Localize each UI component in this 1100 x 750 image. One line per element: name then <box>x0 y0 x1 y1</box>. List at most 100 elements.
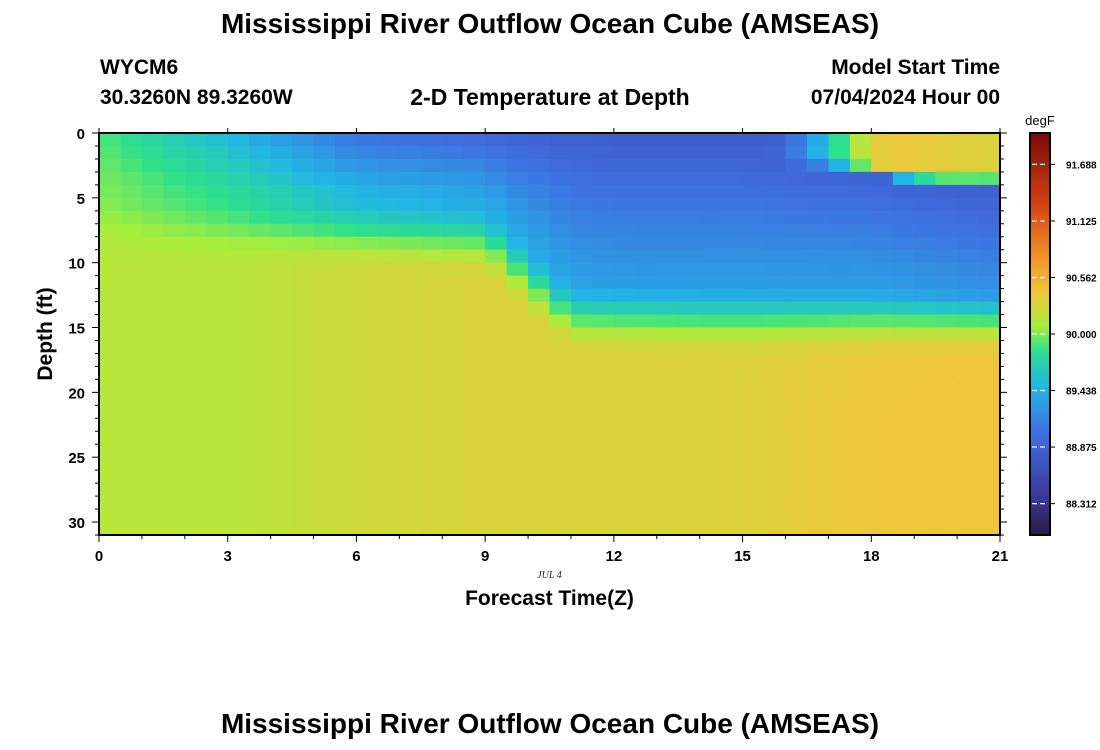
x-axis: 0 3 6 9 12 15 18 21 <box>95 128 1008 565</box>
heatmap-cell <box>978 171 1001 186</box>
heatmap-cell <box>785 522 808 536</box>
heatmap-cell <box>635 171 658 186</box>
heatmap-cell <box>420 236 443 251</box>
heatmap-cell <box>957 431 980 445</box>
heatmap-cell <box>292 249 315 264</box>
heatmap-cell <box>270 223 293 238</box>
heatmap-cell <box>442 405 465 419</box>
heatmap-cell <box>613 470 636 484</box>
heatmap-cell <box>806 197 829 212</box>
heatmap-cell <box>742 249 765 264</box>
heatmap-cell <box>377 249 400 264</box>
colorbar-tick-label: 91.688 <box>1066 160 1097 171</box>
heatmap-cell <box>764 158 787 173</box>
heatmap-cell <box>227 171 250 186</box>
heatmap-cell <box>313 275 336 290</box>
heatmap-cell <box>420 262 443 277</box>
heatmap-cell <box>249 444 272 458</box>
heatmap-cell <box>227 223 250 238</box>
heatmap-cell <box>99 210 122 225</box>
heatmap-cell <box>957 197 980 212</box>
heatmap-cell <box>892 223 915 238</box>
heatmap-cell <box>828 392 851 406</box>
heatmap-cell <box>356 379 379 393</box>
heatmap-cell <box>678 249 701 264</box>
heatmap-cell <box>914 483 937 497</box>
heatmap-cell <box>442 301 465 316</box>
heatmap-cell <box>249 405 272 419</box>
heatmap-cell <box>141 223 164 238</box>
heatmap-cell <box>399 249 422 264</box>
heatmap-cell <box>485 133 508 147</box>
heatmap-cell <box>613 133 636 147</box>
heatmap-cell <box>935 353 958 368</box>
heatmap-cell <box>99 236 122 251</box>
heatmap-cell <box>764 197 787 212</box>
heatmap-cell <box>935 133 958 147</box>
heatmap-cell <box>871 457 894 471</box>
heatmap-cell <box>485 366 508 380</box>
heatmap-cell <box>399 496 422 510</box>
heatmap-cell <box>528 197 551 212</box>
heatmap-cell <box>678 392 701 406</box>
heatmap-cell <box>849 418 872 432</box>
heatmap-cell <box>399 158 422 173</box>
heatmap-cell <box>399 353 422 368</box>
x-tick-label: 9 <box>481 548 489 565</box>
heatmap-cell <box>806 457 829 471</box>
heatmap-cell <box>485 327 508 342</box>
heatmap-cell <box>292 197 315 212</box>
heatmap-cell <box>163 340 186 355</box>
heatmap-cell <box>334 288 358 303</box>
heatmap-cell <box>356 405 379 419</box>
heatmap-cell <box>613 158 636 173</box>
heatmap-cell <box>978 275 1001 290</box>
heatmap-cell <box>978 431 1001 445</box>
heatmap-cell <box>764 366 787 380</box>
heatmap-cell <box>635 444 658 458</box>
heatmap-cell <box>656 405 679 419</box>
heatmap-cell <box>828 210 851 225</box>
heatmap-cell <box>935 340 958 355</box>
heatmap-cell <box>356 509 379 523</box>
heatmap-cell <box>785 327 808 342</box>
heatmap-cell <box>721 145 744 160</box>
heatmap-cell <box>227 184 250 199</box>
heatmap-cell <box>592 223 615 238</box>
heatmap-cell <box>249 379 272 393</box>
heatmap-cell <box>356 418 379 432</box>
heatmap-cell <box>635 340 658 355</box>
heatmap-cell <box>957 457 980 471</box>
heatmap-cell <box>528 379 551 393</box>
heatmap-cell <box>528 275 551 290</box>
heatmap-cell <box>313 171 336 186</box>
heatmap-cell <box>463 327 486 342</box>
heatmap-cell <box>377 184 400 199</box>
heatmap-cell <box>914 509 937 523</box>
heatmap-cell <box>613 145 636 160</box>
heatmap-cell <box>764 145 787 160</box>
heatmap-cell <box>163 184 186 199</box>
heatmap-cell <box>935 288 958 303</box>
heatmap-cell <box>249 392 272 406</box>
heatmap-cell <box>828 522 851 536</box>
heatmap-cell <box>914 184 937 199</box>
heatmap-cell <box>742 483 765 497</box>
heatmap-cell <box>463 210 486 225</box>
heatmap-cell <box>377 457 400 471</box>
heatmap-cell <box>871 353 894 368</box>
heatmap-cell <box>184 444 207 458</box>
heatmap-cell <box>678 275 701 290</box>
heatmap-cell <box>313 327 336 342</box>
heatmap-cell <box>334 392 358 406</box>
heatmap-cell <box>227 197 250 212</box>
heatmap-cell <box>270 392 293 406</box>
heatmap-cell <box>935 314 958 329</box>
heatmap-cell <box>957 223 980 238</box>
heatmap-cell <box>592 457 615 471</box>
heatmap-cell <box>785 470 808 484</box>
colorbar-ticks: 91.688 91.125 90.562 90.000 89.438 88.875 88.3… <box>1032 160 1097 511</box>
heatmap-cell <box>613 457 636 471</box>
heatmap-cell <box>356 145 379 160</box>
heatmap-cell <box>785 392 808 406</box>
